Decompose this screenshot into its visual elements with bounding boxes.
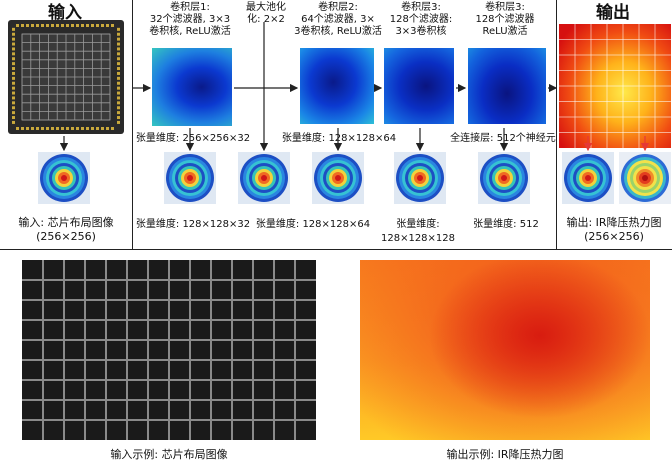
bottom-dim-1: 张量维度: 128×128×32 bbox=[135, 219, 251, 230]
fc-layer-label: 全连接层: 512个神经元 bbox=[450, 133, 556, 144]
diagram-frame bbox=[0, 249, 672, 250]
tensor-dim-2: 张量维度: 128×128×64 bbox=[281, 133, 397, 144]
conv3a-label-2: 128个滤波器: bbox=[389, 14, 453, 25]
circle-plot-2 bbox=[238, 152, 290, 204]
bottom-dim-2: 张量维度: 128×128×64 bbox=[255, 219, 371, 230]
output-title: 输出 bbox=[596, 3, 630, 23]
example-output-heatmap bbox=[360, 260, 650, 440]
arrows-overlay bbox=[59, 22, 650, 152]
bottom-dim-3b: 128×128×128 bbox=[380, 233, 456, 244]
divider-left bbox=[132, 0, 133, 250]
output-caption-line2: (256×256) bbox=[584, 230, 644, 243]
circle-plot-1 bbox=[164, 152, 216, 204]
conv2-label-3: 3卷积核, ReLU激活 bbox=[294, 26, 382, 37]
conv1-label-3: 卷积核, ReLU激活 bbox=[149, 26, 231, 37]
conv1-label-2: 32个滤波器, 3×3 bbox=[149, 14, 231, 25]
example-output-label: 输出示例: IR降压热力图 bbox=[446, 448, 564, 461]
input-caption-line2: (256×256) bbox=[36, 230, 96, 243]
conv2-label-2: 64个滤波器, 3× bbox=[301, 14, 375, 25]
output-circle-plot-1 bbox=[562, 152, 614, 204]
circle-plot-5 bbox=[478, 152, 530, 204]
conv3a-label-1: 卷积层3: bbox=[401, 2, 441, 13]
output-heatmap bbox=[559, 24, 671, 148]
output-caption-line1: 输出: IR降压热力图 bbox=[566, 216, 662, 229]
output-circle-plot-2 bbox=[619, 152, 671, 204]
tensor-dim-1: 张量维度: 256×256×32 bbox=[135, 133, 251, 144]
conv3a-label-3: 3×3卷积核 bbox=[395, 26, 447, 37]
conv1-label-1: 卷积层1: bbox=[170, 2, 210, 13]
bottom-dim-4: 张量维度: 512 bbox=[473, 219, 539, 230]
feature-map-conv3b bbox=[468, 48, 546, 124]
conv3b-label-3: ReLU激活 bbox=[482, 26, 528, 37]
conv2-label-1: 卷积层2: bbox=[318, 2, 358, 13]
divider-right bbox=[556, 0, 557, 250]
conv3b-label-1: 卷积层3: bbox=[485, 2, 525, 13]
conv3b-label-2: 128个滤波器 bbox=[475, 14, 535, 25]
pool-label-1: 最大池化 bbox=[246, 2, 286, 13]
input-caption-line1: 输入: 芯片布局图像 bbox=[18, 216, 114, 229]
input-circle-plot bbox=[38, 152, 90, 204]
feature-map-conv2 bbox=[300, 48, 374, 124]
chip-layout-image bbox=[8, 20, 124, 134]
example-input-grid bbox=[22, 260, 316, 440]
bottom-dim-3a: 张量维度: bbox=[396, 219, 440, 230]
feature-map-conv1 bbox=[152, 48, 232, 126]
feature-map-conv3a bbox=[384, 48, 454, 124]
example-input-label: 输入示例: 芯片布局图像 bbox=[110, 448, 228, 461]
circle-plot-3 bbox=[312, 152, 364, 204]
circle-plot-4 bbox=[394, 152, 446, 204]
pool-label-2: 化: 2×2 bbox=[247, 14, 285, 25]
input-title: 输入 bbox=[48, 3, 82, 23]
